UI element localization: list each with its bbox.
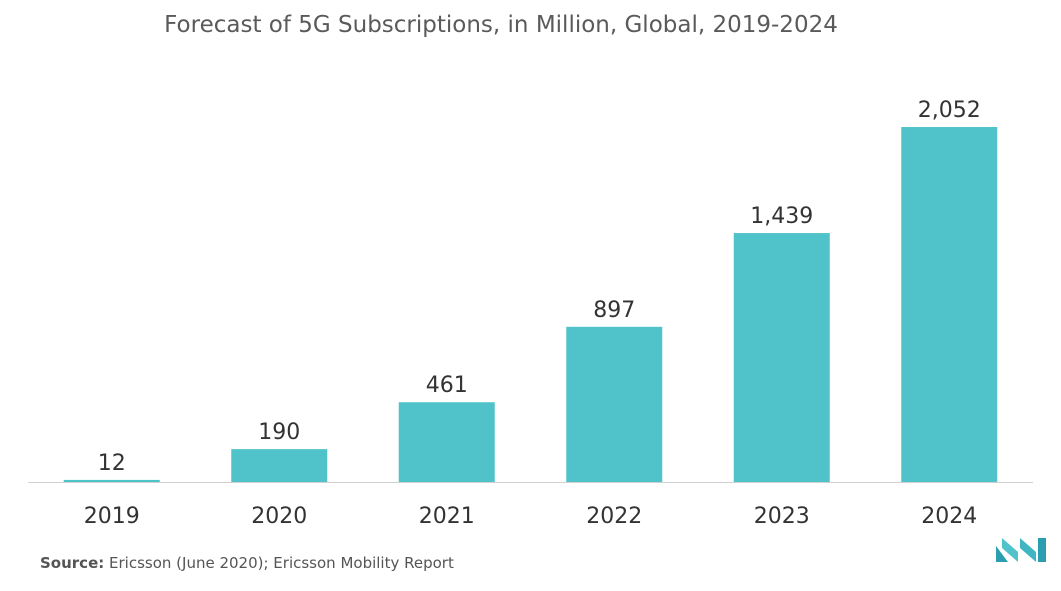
bar-2022 <box>566 326 663 482</box>
bar-2020 <box>231 449 328 482</box>
x-tick-label-2023: 2023 <box>754 504 810 529</box>
x-tick-label-2021: 2021 <box>419 504 475 529</box>
source-text: Ericsson (June 2020); Ericsson Mobility … <box>109 554 454 572</box>
x-tick-label-2024: 2024 <box>921 504 977 529</box>
mordor-intelligence-logo-icon <box>996 538 1046 562</box>
x-tick-label-2022: 2022 <box>586 504 642 529</box>
bar-2024 <box>901 127 998 482</box>
value-label-2024: 2,052 <box>918 98 981 123</box>
value-label-2022: 897 <box>593 298 635 323</box>
value-label-2019: 12 <box>98 451 126 476</box>
source-label: Source: <box>40 554 105 572</box>
bar-2019 <box>63 479 160 482</box>
value-label-2021: 461 <box>426 373 468 398</box>
bar-2023 <box>733 233 830 482</box>
source-line: Source: Ericsson (June 2020); Ericsson M… <box>40 554 454 572</box>
x-tick-label-2020: 2020 <box>251 504 307 529</box>
x-tick-label-2019: 2019 <box>84 504 140 529</box>
value-label-2020: 190 <box>258 420 300 445</box>
value-label-2023: 1,439 <box>750 204 813 229</box>
chart-title: Forecast of 5G Subscriptions, in Million… <box>164 12 838 38</box>
bar-2021 <box>398 402 495 482</box>
